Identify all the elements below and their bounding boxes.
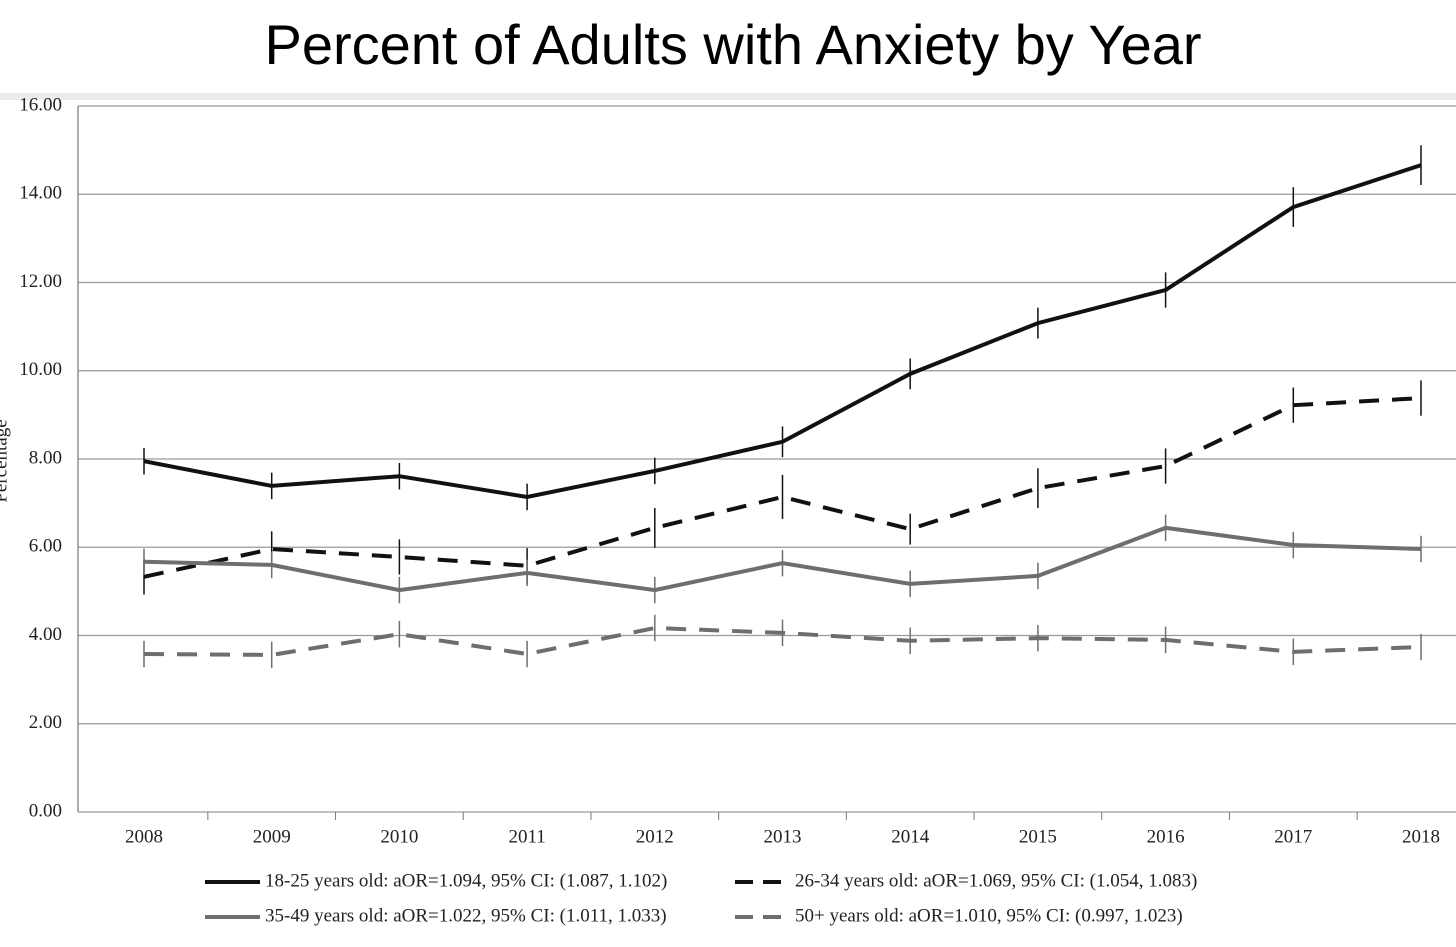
- x-tick-label: 2012: [636, 826, 674, 847]
- x-tick-label: 2016: [1147, 826, 1185, 847]
- y-tick-label: 2.00: [29, 712, 62, 733]
- y-tick-label: 4.00: [29, 624, 62, 645]
- legend-label: 18-25 years old: aOR=1.094, 95% CI: (1.0…: [265, 870, 667, 891]
- y-tick-label: 10.00: [19, 359, 62, 380]
- x-tick-label: 2013: [764, 826, 802, 847]
- y-axis-label: Percentage: [0, 419, 11, 502]
- y-tick-label: 6.00: [29, 536, 62, 557]
- y-tick-label: 12.00: [19, 271, 62, 292]
- x-tick-label: 2010: [380, 826, 418, 847]
- y-tick-label: 0.00: [29, 800, 62, 821]
- x-tick-label: 2018: [1402, 826, 1440, 847]
- x-tick-label: 2011: [508, 826, 545, 847]
- x-tick-label: 2009: [253, 826, 291, 847]
- y-tick-label: 8.00: [29, 447, 62, 468]
- x-tick-label: 2017: [1274, 826, 1312, 847]
- chart-title: Percent of Adults with Anxiety by Year: [264, 13, 1201, 76]
- x-tick-label: 2014: [891, 826, 930, 847]
- band: [0, 93, 1456, 100]
- y-tick-label: 16.00: [19, 94, 62, 115]
- legend-label: 26-34 years old: aOR=1.069, 95% CI: (1.0…: [795, 870, 1197, 891]
- series-line: [143, 396, 1422, 579]
- y-tick-label: 14.00: [19, 183, 62, 204]
- x-tick-label: 2008: [125, 826, 163, 847]
- legend-label: 35-49 years old: aOR=1.022, 95% CI: (1.0…: [265, 905, 667, 926]
- legend-label: 50+ years old: aOR=1.010, 95% CI: (0.997…: [795, 905, 1183, 926]
- x-tick-label: 2015: [1019, 826, 1057, 847]
